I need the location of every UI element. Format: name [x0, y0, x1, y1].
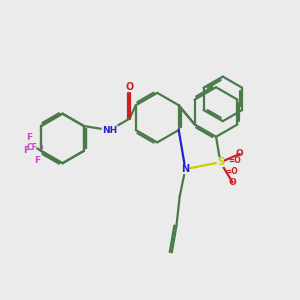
Text: NH: NH — [102, 126, 117, 135]
Text: =O: =O — [229, 156, 242, 165]
Text: F: F — [23, 146, 29, 155]
Text: O: O — [229, 178, 236, 187]
Text: F: F — [27, 133, 33, 142]
Text: =O: =O — [226, 167, 238, 176]
Text: 3: 3 — [39, 145, 43, 150]
Text: CF: CF — [26, 143, 37, 152]
Text: S: S — [217, 157, 224, 167]
Text: F: F — [34, 156, 41, 165]
Text: N: N — [181, 164, 189, 174]
Text: O: O — [236, 149, 244, 158]
Text: O: O — [126, 82, 134, 92]
